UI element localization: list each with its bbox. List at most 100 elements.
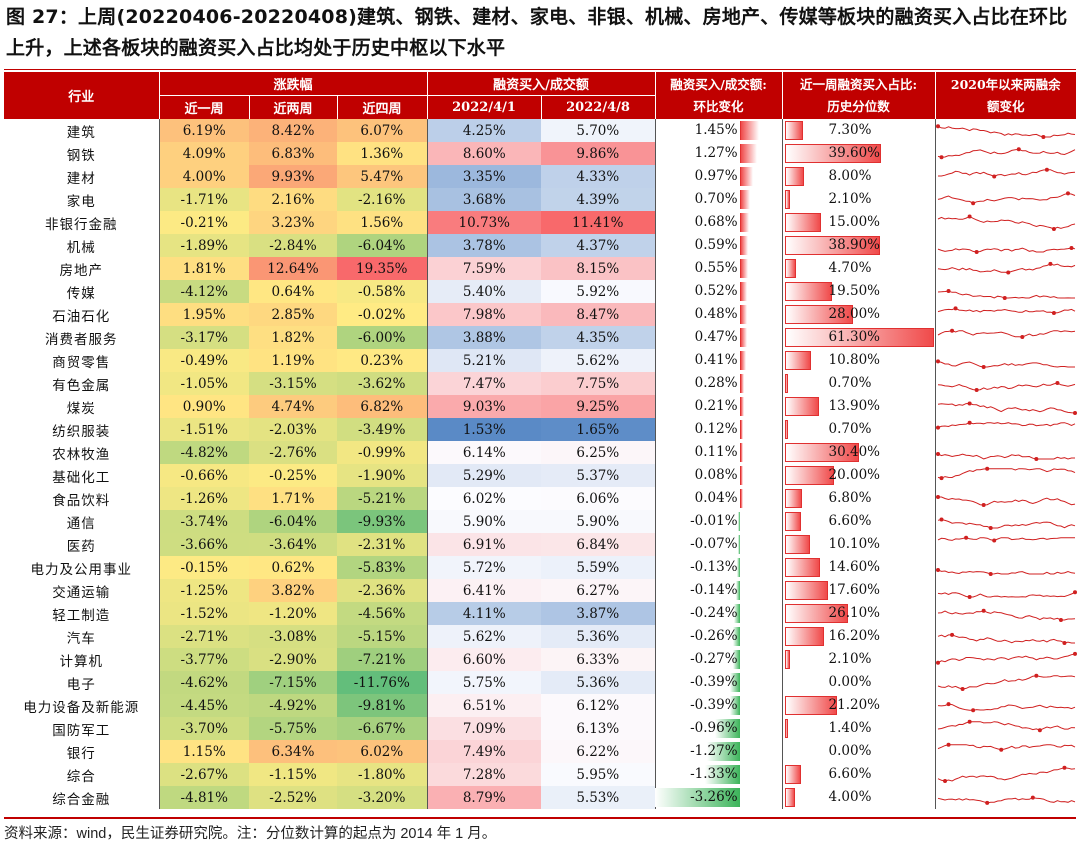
sparkline-chart bbox=[937, 401, 1077, 415]
change-week1: -2.67% bbox=[159, 763, 249, 786]
percentile-value: 26.10% bbox=[828, 605, 881, 621]
trend-sparkline bbox=[935, 119, 1076, 142]
sparkline-marker bbox=[991, 174, 996, 179]
industry-name: 轻工制造 bbox=[4, 602, 160, 625]
ratio-change-value: 0.04% bbox=[694, 490, 738, 506]
ratio-change-cell: 0.52% bbox=[655, 280, 783, 303]
table-row: 传媒 -4.12% 0.64% -0.58% 5.40% 5.92% 0.52% 19.50% bbox=[4, 280, 1076, 303]
sparkline-chart bbox=[937, 380, 1075, 392]
percentile-bar bbox=[784, 236, 880, 255]
ratio-change-value: -0.01% bbox=[690, 513, 738, 529]
change-week1: -4.82% bbox=[159, 441, 249, 464]
sparkline-marker bbox=[1030, 795, 1035, 800]
sparkline-path bbox=[937, 169, 1075, 178]
percentile-bar bbox=[784, 581, 828, 600]
ratio-date2: 11.41% bbox=[541, 211, 656, 234]
change-week2: -2.52% bbox=[249, 786, 337, 809]
percentile-cell: 4.70% bbox=[782, 257, 936, 280]
sparkline-marker bbox=[988, 571, 993, 576]
ratio-date2: 5.92% bbox=[541, 280, 656, 303]
percentile-value: 2.10% bbox=[828, 651, 872, 667]
sparkline-chart bbox=[935, 651, 1077, 665]
change-week2: -0.25% bbox=[249, 464, 337, 487]
ratio-date1: 7.09% bbox=[427, 717, 542, 740]
percentile-value: 13.90% bbox=[828, 398, 881, 414]
change-week1: -4.62% bbox=[159, 671, 249, 694]
sparkline-marker bbox=[1072, 590, 1077, 595]
ratio-date2: 5.36% bbox=[541, 671, 656, 694]
ratio-date2: 6.25% bbox=[541, 441, 656, 464]
ratio-date2: 5.70% bbox=[541, 119, 656, 142]
sparkline-marker bbox=[1019, 334, 1024, 339]
sparkline-chart bbox=[937, 214, 1075, 231]
ratio-date2: 6.27% bbox=[541, 579, 656, 602]
ratio-change-cell: 0.28% bbox=[655, 372, 783, 395]
sparkline-path bbox=[937, 247, 1075, 253]
percentile-cell: 14.60% bbox=[782, 556, 936, 579]
change-week2: 8.42% bbox=[249, 119, 337, 142]
ratio-change-bar bbox=[739, 305, 747, 324]
sparkline-chart bbox=[937, 535, 1075, 543]
table-row: 建筑 6.19% 8.42% 6.07% 4.25% 5.70% 1.45% 7.30% bbox=[4, 119, 1076, 142]
margin-financing-table: 行业 涨跌幅 融资买入/成交额 融资买入/成交额: 环比变化 近一周融资买入占比:… bbox=[4, 72, 1077, 809]
trend-sparkline bbox=[935, 395, 1077, 418]
percentile-cell: 17.60% bbox=[782, 579, 936, 602]
change-week1: 6.19% bbox=[159, 119, 249, 142]
trend-sparkline bbox=[935, 625, 1076, 648]
ratio-change-value: 0.70% bbox=[694, 191, 738, 207]
trend-sparkline bbox=[935, 188, 1076, 211]
ratio-change-cell: 0.04% bbox=[655, 487, 783, 510]
industry-name: 电力及公用事业 bbox=[4, 556, 160, 579]
change-week2: -2.03% bbox=[249, 418, 337, 441]
sparkline-marker bbox=[988, 525, 993, 530]
trend-sparkline bbox=[935, 349, 1076, 372]
percentile-value: 28.00% bbox=[828, 306, 881, 322]
ratio-date2: 4.33% bbox=[541, 165, 656, 188]
percentile-value: 4.00% bbox=[828, 789, 872, 805]
sparkline-marker bbox=[1065, 191, 1070, 196]
percentile-bar bbox=[784, 282, 832, 301]
table-row: 纺织服装 -1.51% -2.03% -3.49% 1.53% 1.65% 0.12% 0.7… bbox=[4, 418, 1076, 441]
ratio-date1: 5.72% bbox=[427, 556, 542, 579]
table-row: 消费者服务 -3.17% 1.82% -6.00% 3.88% 4.35% 0.47% 61.… bbox=[4, 326, 1076, 349]
change-week1: -1.52% bbox=[159, 602, 249, 625]
percentile-cell: 6.60% bbox=[782, 763, 936, 786]
change-week4: 1.56% bbox=[337, 211, 428, 234]
ratio-change-bar bbox=[737, 512, 740, 531]
percentile-value: 14.60% bbox=[828, 559, 881, 575]
ratio-change-value: 0.48% bbox=[694, 306, 738, 322]
ratio-change-bar bbox=[739, 489, 743, 508]
ratio-date2: 5.90% bbox=[541, 510, 656, 533]
ratio-change-bar bbox=[729, 696, 740, 715]
percentile-value: 10.80% bbox=[828, 352, 881, 368]
ratio-change-value: 0.08% bbox=[694, 467, 738, 483]
sparkline-path bbox=[937, 496, 1075, 506]
ratio-change-cell: -0.07% bbox=[655, 533, 783, 556]
sparkline-chart bbox=[937, 795, 1075, 805]
sparkline-marker bbox=[953, 306, 958, 311]
percentile-cell: 16.20% bbox=[782, 625, 936, 648]
ratio-change-bar bbox=[739, 420, 743, 439]
sparkline-path bbox=[937, 192, 1075, 204]
change-week1: -3.66% bbox=[159, 533, 249, 556]
percentile-bar bbox=[784, 765, 801, 784]
sparkline-path bbox=[937, 263, 1075, 274]
sparkline-marker bbox=[963, 535, 968, 540]
change-week4: -3.20% bbox=[337, 786, 428, 809]
ratio-date2: 6.33% bbox=[541, 648, 656, 671]
industry-name: 煤炭 bbox=[4, 395, 160, 418]
sparkline-chart bbox=[937, 289, 1075, 300]
change-week1: -0.15% bbox=[159, 556, 249, 579]
change-week2: -3.08% bbox=[249, 625, 337, 648]
sparkline-path bbox=[937, 148, 1075, 158]
ratio-date1: 5.29% bbox=[427, 464, 542, 487]
trend-sparkline bbox=[935, 763, 1076, 786]
table-row: 汽车 -2.71% -3.08% -5.15% 5.62% 5.36% -0.26% 16.2… bbox=[4, 625, 1076, 648]
header-date2: 2022/4/8 bbox=[541, 95, 656, 119]
industry-name: 食品饮料 bbox=[4, 487, 160, 510]
table-row: 银行 1.15% 6.34% 6.02% 7.49% 6.22% -1.27% 0.00% bbox=[4, 740, 1076, 763]
sparkline-marker bbox=[939, 476, 944, 481]
percentile-bar bbox=[784, 627, 824, 646]
sparkline-marker bbox=[1061, 640, 1066, 645]
ratio-date2: 6.06% bbox=[541, 487, 656, 510]
